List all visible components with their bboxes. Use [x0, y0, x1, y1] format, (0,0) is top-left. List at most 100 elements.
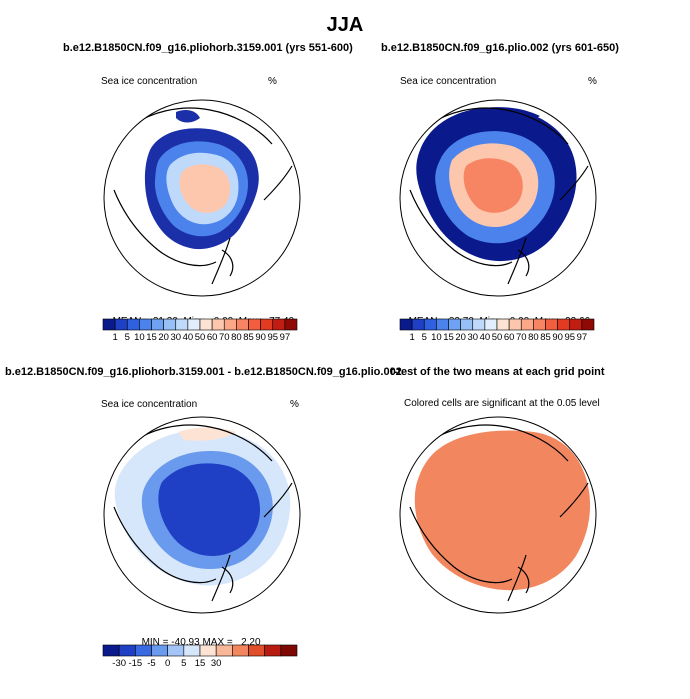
- colorbar-tick-label: 70: [515, 332, 527, 343]
- colorbar-tick-label: -15: [128, 658, 143, 669]
- colorbar-swatch: [232, 644, 249, 657]
- colorbar-tick-label: 20: [158, 332, 169, 343]
- panel1-title: b.e12.B1850CN.f09_g16.pliohorb.3159.001 …: [63, 42, 353, 54]
- p1-land-2: [113, 189, 217, 267]
- colorbar-swatch: [423, 318, 437, 331]
- colorbar-tick-label: 80: [231, 332, 242, 343]
- p2-ice-atlantic: [470, 107, 540, 123]
- colorbar-swatch: [211, 318, 225, 331]
- panel3-right-label: %: [290, 399, 299, 410]
- panel4-subtitle: Colored cells are significant at the 0.0…: [404, 398, 600, 409]
- colorbar-swatch: [272, 318, 286, 331]
- panel2-left-label: Sea ice concentration: [400, 76, 497, 87]
- p3-positive: [178, 427, 236, 441]
- colorbar-tick-label: 30: [210, 658, 222, 669]
- panel3-colorbar: [102, 644, 298, 657]
- colorbar-swatch: [472, 318, 486, 331]
- colorbar-tick-label: 5: [181, 658, 187, 669]
- p1-land-4: [263, 165, 293, 201]
- colorbar-swatch: [520, 318, 534, 331]
- colorbar-swatch: [484, 318, 498, 331]
- colorbar-swatch: [151, 644, 168, 657]
- colorbar-swatch: [175, 318, 189, 331]
- panel3-map: [113, 424, 293, 602]
- colorbar-swatch: [545, 318, 558, 331]
- p3-min-label: MIN =: [141, 637, 169, 648]
- colorbar-swatch: [448, 318, 461, 331]
- panel1-right-label: %: [268, 76, 277, 87]
- panel4-title: t-test of the two means at each grid poi…: [390, 366, 605, 378]
- colorbar-tick-label: 60: [503, 332, 515, 343]
- colorbar-tick-label: 85: [243, 332, 254, 343]
- panel3-left-label: Sea ice concentration: [101, 399, 198, 410]
- p3-min-value: -40.93: [171, 637, 200, 648]
- colorbar-swatch: [199, 644, 217, 657]
- p2-land-2: [409, 189, 513, 267]
- p3-land-3: [211, 554, 234, 602]
- colorbar-swatch: [248, 318, 261, 331]
- p3-land-4: [263, 482, 293, 518]
- colorbar-swatch: [436, 318, 449, 331]
- p2-land-3: [507, 237, 530, 285]
- panel3-title: b.e12.B1850CN.f09_g16.pliohorb.3159.001 …: [5, 366, 402, 378]
- colorbar-swatch: [187, 318, 201, 331]
- colorbar-tick-label: 60: [206, 332, 218, 343]
- colorbar-tick-label: 1: [409, 332, 415, 343]
- colorbar-swatch: [183, 644, 201, 657]
- colorbar-tick-label: 30: [467, 332, 479, 343]
- colorbar-tick-label: -30: [112, 658, 127, 669]
- colorbar-swatch: [167, 644, 185, 657]
- colorbar-tick-label: 95: [267, 332, 279, 343]
- colorbar-tick-label: 40: [479, 332, 491, 343]
- colorbar-tick-label: 5: [124, 332, 130, 343]
- p2-ice-core: [463, 158, 523, 213]
- colorbar-swatch: [126, 318, 140, 331]
- colorbar-tick-label: 15: [146, 332, 157, 343]
- colorbar-swatch: [114, 318, 128, 331]
- colorbar-swatch: [496, 318, 510, 331]
- colorbar-swatch: [248, 644, 265, 657]
- colorbar-tick-label: -5: [147, 658, 156, 669]
- colorbar-swatch: [411, 318, 425, 331]
- panel2-colorbar: [399, 318, 595, 331]
- colorbar-tick-label: 40: [182, 332, 194, 343]
- panel3-stats: MIN = -40.93 MAX = 2.20: [136, 626, 261, 648]
- colorbar-swatch: [151, 318, 164, 331]
- colorbar-swatch: [264, 644, 282, 657]
- colorbar-tick-label: 70: [218, 332, 230, 343]
- p3-max-label: MAX =: [202, 637, 233, 648]
- p1-land-3: [211, 237, 234, 285]
- p1-ice-core: [179, 164, 231, 213]
- colorbar-tick-label: 97: [576, 332, 588, 343]
- colorbar-swatch: [557, 318, 571, 331]
- colorbar-tick-label: 50: [491, 332, 503, 343]
- panel1-colorbar: [102, 318, 298, 331]
- p1-land-1: [127, 107, 273, 145]
- p3-frame: [103, 416, 301, 614]
- colorbar-swatch: [284, 318, 298, 331]
- colorbar-swatch: [581, 318, 595, 331]
- colorbar-tick-label: 50: [194, 332, 206, 343]
- p3-land-2: [113, 506, 217, 584]
- panel2-title: b.e12.B1850CN.f09_g16.plio.002 (yrs 601-…: [381, 42, 619, 54]
- colorbar-tick-label: 15: [194, 658, 206, 669]
- p3-land-1: [127, 424, 273, 462]
- colorbar-tick-label: 5: [421, 332, 427, 343]
- colorbar-swatch: [223, 318, 237, 331]
- colorbar-swatch: [399, 318, 413, 331]
- p4-land-4: [559, 482, 589, 518]
- colorbar-swatch: [102, 318, 116, 331]
- colorbar-swatch: [236, 318, 249, 331]
- main-title: JJA: [326, 14, 364, 36]
- p1-ice-edge: [176, 110, 200, 123]
- p3-max-value: 2.20: [241, 637, 261, 648]
- colorbar-swatch: [215, 644, 233, 657]
- colorbar-tick-label: 1: [112, 332, 118, 343]
- p2-land-1: [423, 107, 569, 145]
- panel1-left-label: Sea ice concentration: [101, 76, 198, 87]
- panel2-right-label: %: [588, 76, 597, 87]
- colorbar-tick-label: 90: [255, 332, 266, 343]
- colorbar-tick-label: 95: [564, 332, 576, 343]
- colorbar-tick-label: 80: [528, 332, 539, 343]
- colorbar-tick-label: 97: [279, 332, 291, 343]
